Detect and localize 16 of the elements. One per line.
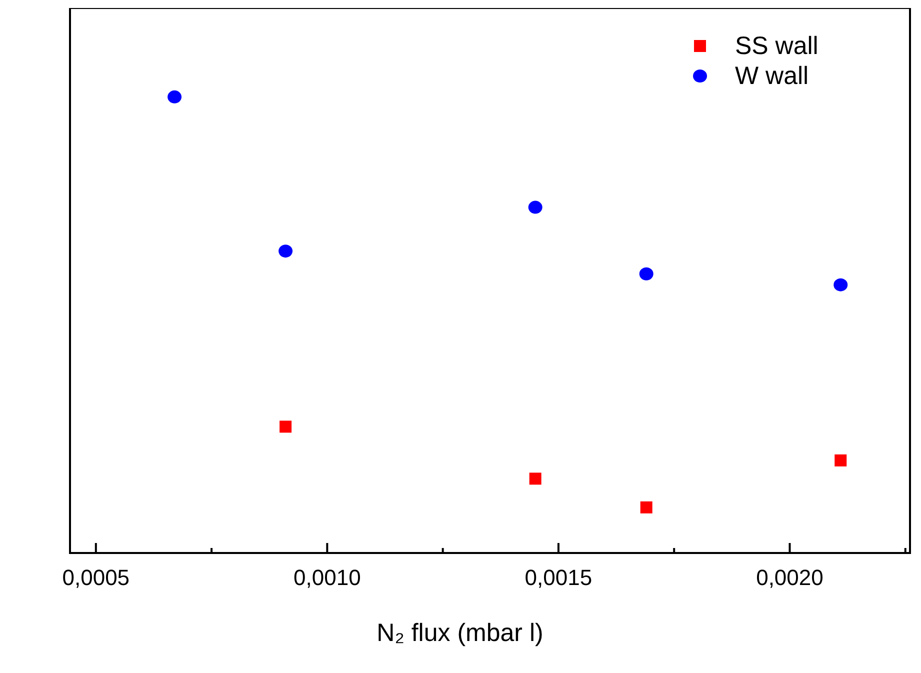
x-tick-label: 0,0020 [756,565,824,590]
point [168,90,182,104]
point [280,420,292,433]
x-axis-title: N₂ flux (mbar l) [376,619,544,647]
point [529,472,542,485]
point [640,501,652,514]
point [834,278,848,292]
x-tick-label: 0,0010 [294,565,361,590]
legend-label: W wall [735,62,809,90]
point [528,200,542,214]
x-tick-label: 0,0005 [62,565,130,590]
point [834,454,847,466]
x-tick-label: 0,0015 [524,565,592,590]
point [278,244,293,258]
point [639,267,654,280]
legend-label: SS wall [735,32,818,60]
